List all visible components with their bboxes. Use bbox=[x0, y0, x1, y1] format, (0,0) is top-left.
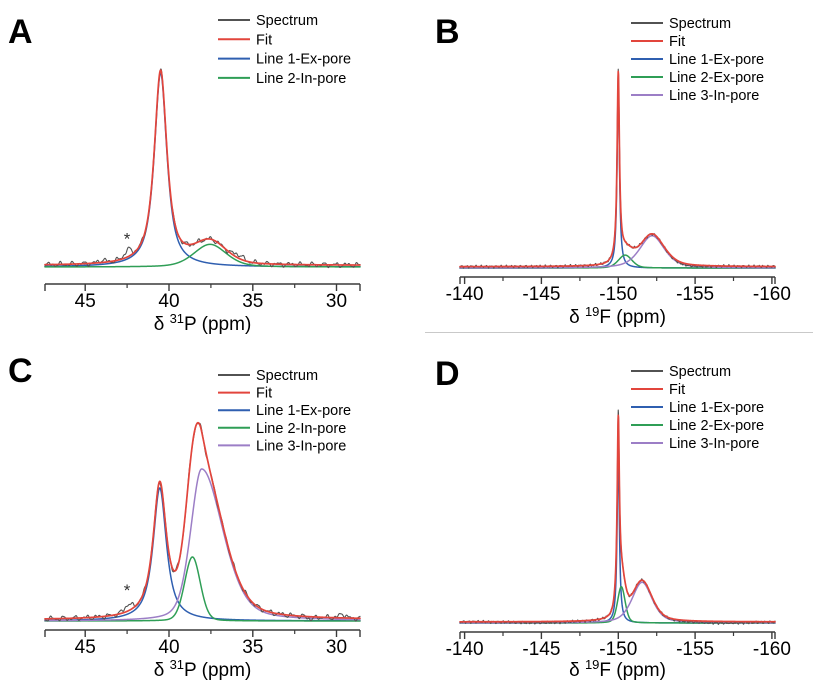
panel-label-d: D bbox=[435, 355, 460, 393]
legend-label: Fit bbox=[669, 34, 685, 50]
panel-label-a: A bbox=[8, 13, 33, 51]
panel-a-plot: 45 40 35 30 δ 31P (ppm) * Spectrum Fit Line 1-Ex… bbox=[8, 13, 361, 335]
component-curve-line1 bbox=[44, 72, 361, 268]
fit-curve bbox=[459, 414, 776, 623]
legend-item: Line 2-In-pore bbox=[218, 421, 346, 437]
legend-label: Line 2-In-pore bbox=[256, 71, 346, 87]
tick-label: 45 bbox=[75, 637, 96, 658]
tick-label: -150 bbox=[599, 639, 637, 660]
legend-label: Line 3-In-pore bbox=[256, 438, 346, 454]
tick-label: -160 bbox=[753, 639, 791, 660]
tick-label: 30 bbox=[326, 637, 347, 658]
legend-label: Line 3-In-pore bbox=[669, 88, 759, 104]
panel-d-plot: -140 -145 -150 -155 -160 δ 19F (ppm) Spectrum F… bbox=[435, 355, 791, 681]
tick-label: 30 bbox=[326, 291, 347, 312]
legend: Spectrum Fit Line 1-Ex-pore Line 2-Ex-pore L… bbox=[631, 16, 764, 104]
legend-label: Fit bbox=[256, 32, 272, 48]
legend-item: Fit bbox=[218, 32, 272, 48]
legend-item: Fit bbox=[631, 382, 685, 398]
legend-item: Fit bbox=[631, 34, 685, 50]
component-curve-line3 bbox=[44, 468, 361, 622]
tick-label: -145 bbox=[522, 284, 560, 305]
legend: Spectrum Fit Line 1-Ex-pore Line 2-Ex-pore L… bbox=[631, 364, 764, 452]
tick-label: -140 bbox=[446, 639, 484, 660]
impurity-asterisk: * bbox=[124, 581, 131, 600]
legend-label: Line 1-Ex-pore bbox=[256, 52, 351, 68]
tick-label: 40 bbox=[158, 291, 179, 312]
legend-label: Line 2-In-pore bbox=[256, 421, 346, 437]
fit-curve bbox=[459, 70, 776, 268]
component-curve-line3 bbox=[459, 235, 776, 269]
tick-label: -150 bbox=[599, 284, 637, 305]
legend-item: Line 3-In-pore bbox=[218, 438, 346, 454]
tick-label: -145 bbox=[522, 639, 560, 660]
impurity-asterisk: * bbox=[124, 229, 131, 248]
legend-label: Line 2-Ex-pore bbox=[669, 418, 764, 434]
legend-label: Spectrum bbox=[669, 16, 731, 32]
tick-label: 35 bbox=[242, 291, 263, 312]
legend-item: Line 2-Ex-pore bbox=[631, 418, 764, 434]
legend-label: Spectrum bbox=[669, 364, 731, 380]
tick-label: -140 bbox=[446, 284, 484, 305]
fit-curve bbox=[44, 421, 361, 620]
legend-item: Line 3-In-pore bbox=[631, 88, 759, 104]
legend-item: Line 2-Ex-pore bbox=[631, 70, 764, 86]
legend-item: Spectrum bbox=[631, 364, 731, 380]
spectrum-curve bbox=[44, 68, 361, 269]
legend-item: Fit bbox=[218, 386, 272, 402]
legend-item: Spectrum bbox=[218, 13, 318, 29]
x-axis-title: δ 19F (ppm) bbox=[569, 304, 666, 328]
component-curve-line1 bbox=[44, 487, 361, 622]
legend-label: Spectrum bbox=[256, 13, 318, 29]
component-curve-line2 bbox=[44, 556, 361, 622]
legend-label: Fit bbox=[256, 386, 272, 402]
panel-label-b: B bbox=[435, 13, 460, 51]
legend-label: Line 1-Ex-pore bbox=[256, 403, 351, 419]
panel-b-plot: -140 -145 -150 -155 -160 δ 19F (ppm) Spectrum F… bbox=[435, 13, 791, 328]
legend-item: Spectrum bbox=[218, 368, 318, 384]
legend-label: Line 1-Ex-pore bbox=[669, 400, 764, 416]
tick-label: 40 bbox=[158, 637, 179, 658]
legend-item: Line 1-Ex-pore bbox=[631, 52, 764, 68]
legend-label: Line 1-Ex-pore bbox=[669, 52, 764, 68]
legend-label: Line 3-In-pore bbox=[669, 436, 759, 452]
legend-label: Line 2-Ex-pore bbox=[669, 70, 764, 86]
legend-label: Fit bbox=[669, 382, 685, 398]
tick-label: -160 bbox=[753, 284, 791, 305]
component-curve-line2 bbox=[44, 243, 361, 268]
x-axis: 45 40 35 30 δ 31P (ppm) bbox=[44, 283, 361, 335]
tick-label: 35 bbox=[242, 637, 263, 658]
legend-item: Line 1-Ex-pore bbox=[218, 52, 351, 68]
legend-label: Spectrum bbox=[256, 368, 318, 384]
x-axis-title: δ 31P (ppm) bbox=[154, 311, 252, 335]
x-axis-title: δ 31P (ppm) bbox=[154, 657, 252, 681]
legend: Spectrum Fit Line 1-Ex-pore Line 2-In-pore bbox=[218, 13, 351, 87]
x-axis: 45 40 35 30 δ 31P (ppm) bbox=[44, 629, 361, 681]
panel-label-c: C bbox=[8, 352, 33, 390]
legend-item: Line 3-In-pore bbox=[631, 436, 759, 452]
legend-item: Line 2-In-pore bbox=[218, 71, 346, 87]
legend-item: Line 1-Ex-pore bbox=[631, 400, 764, 416]
tick-label: -155 bbox=[676, 284, 714, 305]
x-axis: -140 -145 -150 -155 -160 δ 19F (ppm) bbox=[446, 631, 791, 681]
x-axis-title: δ 19F (ppm) bbox=[569, 657, 666, 681]
legend-item: Line 1-Ex-pore bbox=[218, 403, 351, 419]
row-divider-line bbox=[425, 332, 813, 333]
x-axis: -140 -145 -150 -155 -160 δ 19F (ppm) bbox=[446, 276, 791, 328]
tick-label: -155 bbox=[676, 639, 714, 660]
legend-item: Spectrum bbox=[631, 16, 731, 32]
fit-curve bbox=[44, 69, 361, 266]
tick-label: 45 bbox=[75, 291, 96, 312]
